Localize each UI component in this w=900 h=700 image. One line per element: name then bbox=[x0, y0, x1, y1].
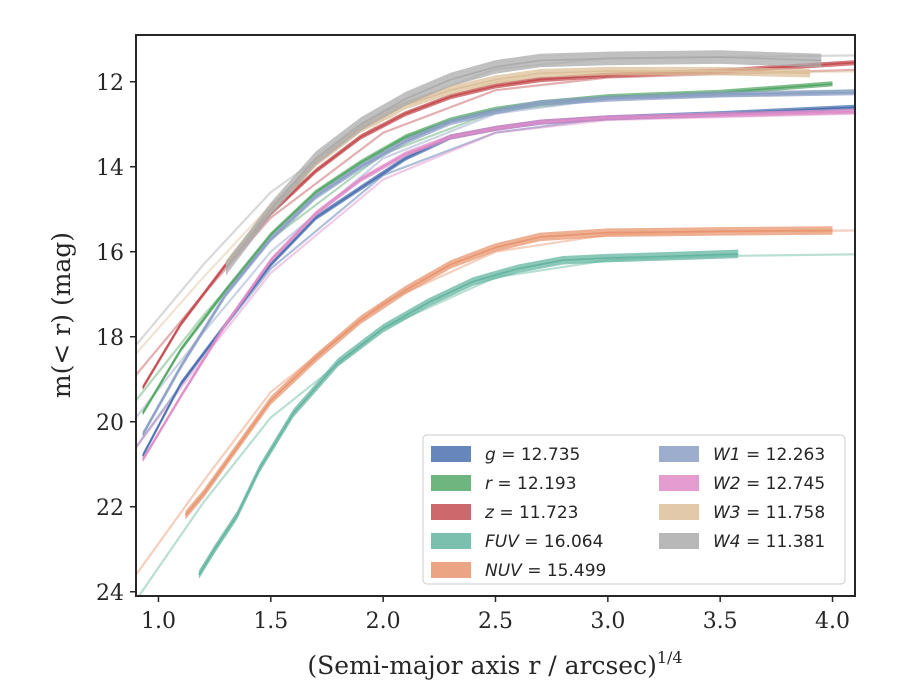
x-axis-label: (Semi-major axis r / arcsec)1/4 bbox=[307, 648, 682, 680]
x-tick-label: 3.5 bbox=[703, 609, 738, 634]
legend-label-fuv: FUV = 16.064 bbox=[485, 532, 603, 552]
y-tick-label: 20 bbox=[96, 411, 124, 436]
legend-swatch-w2 bbox=[659, 475, 699, 491]
x-tick-label: 2.0 bbox=[366, 609, 401, 634]
x-tick-label: 1.5 bbox=[253, 609, 288, 634]
legend-swatch-w1 bbox=[659, 446, 699, 462]
legend-label-w4: W4 = 11.381 bbox=[713, 532, 825, 552]
y-tick-label: 22 bbox=[96, 496, 124, 521]
x-axis-label-exponent: 1/4 bbox=[657, 648, 683, 667]
x-axis-label-text: (Semi-major axis r / arcsec) bbox=[307, 651, 656, 680]
data-series-group bbox=[141, 50, 855, 579]
y-tick-label: 16 bbox=[96, 241, 124, 266]
legend-label-w2: W2 = 12.745 bbox=[713, 474, 825, 494]
legend-swatch-w4 bbox=[659, 533, 699, 549]
y-axis-ticks: 12 14 16 18 20 22 24 bbox=[96, 71, 136, 606]
legend-swatch-z bbox=[431, 504, 471, 520]
y-axis-label: m(< r) (mag) bbox=[47, 232, 76, 398]
legend-swatch-w3 bbox=[659, 504, 699, 520]
x-tick-label: 2.5 bbox=[478, 609, 513, 634]
series-line-w2 bbox=[142, 110, 855, 461]
x-tick-label: 3.0 bbox=[590, 609, 625, 634]
legend-label-w3: W3 = 11.758 bbox=[713, 503, 825, 523]
legend-swatch-nuv bbox=[431, 562, 471, 578]
legend-label-w1: W1 = 12.263 bbox=[713, 445, 825, 465]
legend-swatch-r bbox=[431, 475, 471, 491]
y-tick-label: 12 bbox=[96, 71, 124, 96]
y-tick-label: 24 bbox=[96, 581, 124, 606]
series-line-fuv bbox=[198, 253, 739, 576]
series-line-w4 bbox=[225, 56, 822, 270]
series-line-w1 bbox=[142, 91, 855, 435]
legend-label-z: z = 11.723 bbox=[484, 503, 578, 523]
legend-swatch-g bbox=[431, 446, 471, 462]
y-tick-label: 18 bbox=[96, 326, 124, 351]
legend-label-nuv: NUV = 15.499 bbox=[485, 561, 606, 581]
legend-swatch-fuv bbox=[431, 533, 471, 549]
x-tick-label: 1.0 bbox=[141, 609, 176, 634]
y-tick-label: 14 bbox=[96, 156, 124, 181]
legend-label-r: r = 12.193 bbox=[485, 474, 577, 494]
legend-box bbox=[422, 434, 846, 585]
x-tick-label: 4.0 bbox=[815, 609, 850, 634]
legend-label-g: g = 12.735 bbox=[485, 445, 580, 465]
legend: g = 12.735 r = 12.193 z = 11.723 FUV = 16.0… bbox=[422, 434, 846, 585]
x-axis-ticks: 1.0 1.5 2.0 2.5 3.0 3.5 4.0 bbox=[141, 596, 850, 634]
series-line-nuv bbox=[184, 229, 833, 516]
